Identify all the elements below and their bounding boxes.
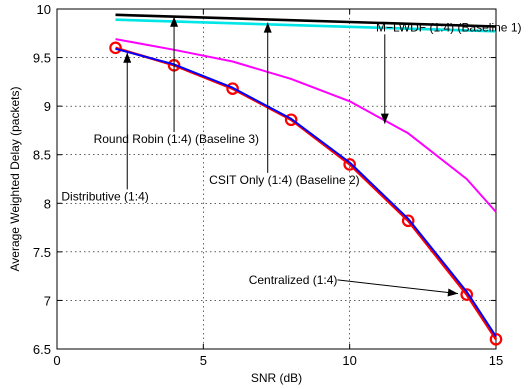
series-line-0: [115, 38, 497, 213]
y-axis-label: Average Weighted Delay (packets): [8, 87, 22, 272]
data-point: [401, 214, 415, 228]
annotation-label: Distributive (1:4): [61, 189, 148, 203]
x-tick-label: 15: [489, 353, 503, 368]
data-point: [284, 113, 298, 127]
annotation-arrow-head: [123, 52, 132, 63]
series-layer: [109, 13, 503, 346]
plot-frame: [56, 8, 497, 350]
data-point: [109, 41, 122, 55]
y-tick-label: 10: [37, 2, 51, 17]
y-tick-label: 9.5: [33, 51, 51, 66]
annotation-label: CSIT Only (1:4) (Baseline 2): [209, 173, 360, 187]
series-line-1: [115, 13, 497, 28]
annotation-label: Centralized (1:4): [249, 273, 338, 287]
y-tick-label: 8: [44, 196, 51, 211]
annotation-arrow-line: [337, 279, 459, 295]
x-tick-label: 10: [342, 353, 356, 368]
annotation-label: Round Robin (1:4) (Baseline 3): [94, 132, 259, 146]
series-line-2: [115, 18, 497, 33]
data-point: [226, 82, 239, 95]
x-axis-label: SNR (dB): [251, 371, 302, 385]
annotation-arrow-head: [170, 16, 179, 27]
data-point: [343, 158, 356, 171]
y-tick-label: 8.5: [33, 148, 51, 163]
series-line-4: [115, 47, 497, 337]
annotation-arrow-head: [380, 113, 389, 124]
annotation-arrow-head: [447, 288, 458, 297]
x-tick-label: 5: [200, 353, 207, 368]
data-point: [489, 332, 503, 346]
y-tick-label: 6.5: [33, 342, 51, 357]
axes: 0 5 10 15 6.5 7 7.5 8 8.5 9 9.5 10: [33, 2, 503, 368]
grid: [57, 9, 496, 349]
annotation-label: M−LWDF (1:4) (Baseline 1): [376, 20, 521, 34]
annotation-layer: M−LWDF (1:4) (Baseline 1) Round Robin (1:…: [61, 16, 521, 297]
y-tick-label: 7.5: [33, 245, 51, 260]
x-tick-label: 0: [53, 353, 60, 368]
annotation-arrow-head: [263, 22, 272, 33]
data-point: [460, 288, 474, 301]
y-tick-label: 9: [44, 99, 51, 114]
y-tick-label: 7: [44, 293, 51, 308]
